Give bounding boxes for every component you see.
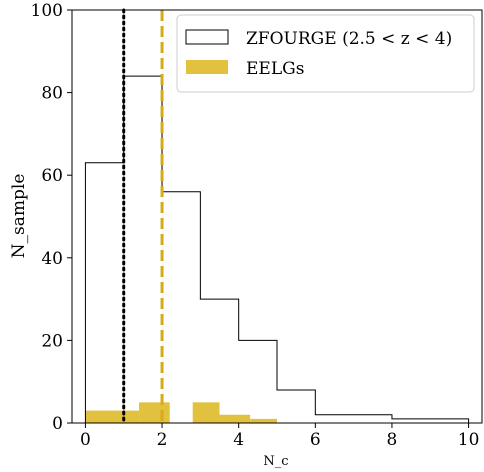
y-axis-label: N_sample — [9, 174, 29, 259]
y-tick-label: 100 — [31, 1, 63, 21]
x-axis-label: N_c — [263, 454, 288, 469]
plot-area — [84, 8, 470, 425]
eelg-bar — [192, 402, 220, 423]
x-tick-label: 8 — [387, 430, 398, 450]
eelg-bar — [139, 402, 170, 423]
legend-eelg-label: EELGs — [246, 59, 304, 79]
legend-frame — [176, 14, 475, 93]
axes-frame — [71, 9, 483, 424]
y-tick-label: 40 — [41, 249, 63, 269]
x-tick-label: 2 — [157, 430, 168, 450]
eelg-bar — [85, 410, 124, 423]
x-tick-label: 0 — [80, 430, 91, 450]
legend-zfourge-label: ZFOURGE (2.5 < z < 4) — [246, 29, 452, 49]
legend: ZFOURGE (2.5 < z < 4) EELGs — [176, 14, 475, 93]
zfourge-histogram-outline — [84, 75, 470, 423]
legend-zfourge-swatch — [185, 29, 229, 45]
legend-eelg-swatch — [186, 60, 228, 74]
y-tick-label: 60 — [41, 166, 63, 186]
y-tick-label: 80 — [41, 84, 63, 104]
eelg-bar — [250, 418, 277, 423]
x-tick-label: 4 — [233, 430, 244, 450]
x-tick-label: 10 — [458, 430, 480, 450]
y-tick-label: 20 — [41, 331, 63, 351]
eelg-bar — [123, 410, 140, 423]
y-tick-label: 0 — [52, 414, 63, 434]
x-tick-label: 6 — [310, 430, 321, 450]
eelg-bar — [219, 414, 251, 423]
